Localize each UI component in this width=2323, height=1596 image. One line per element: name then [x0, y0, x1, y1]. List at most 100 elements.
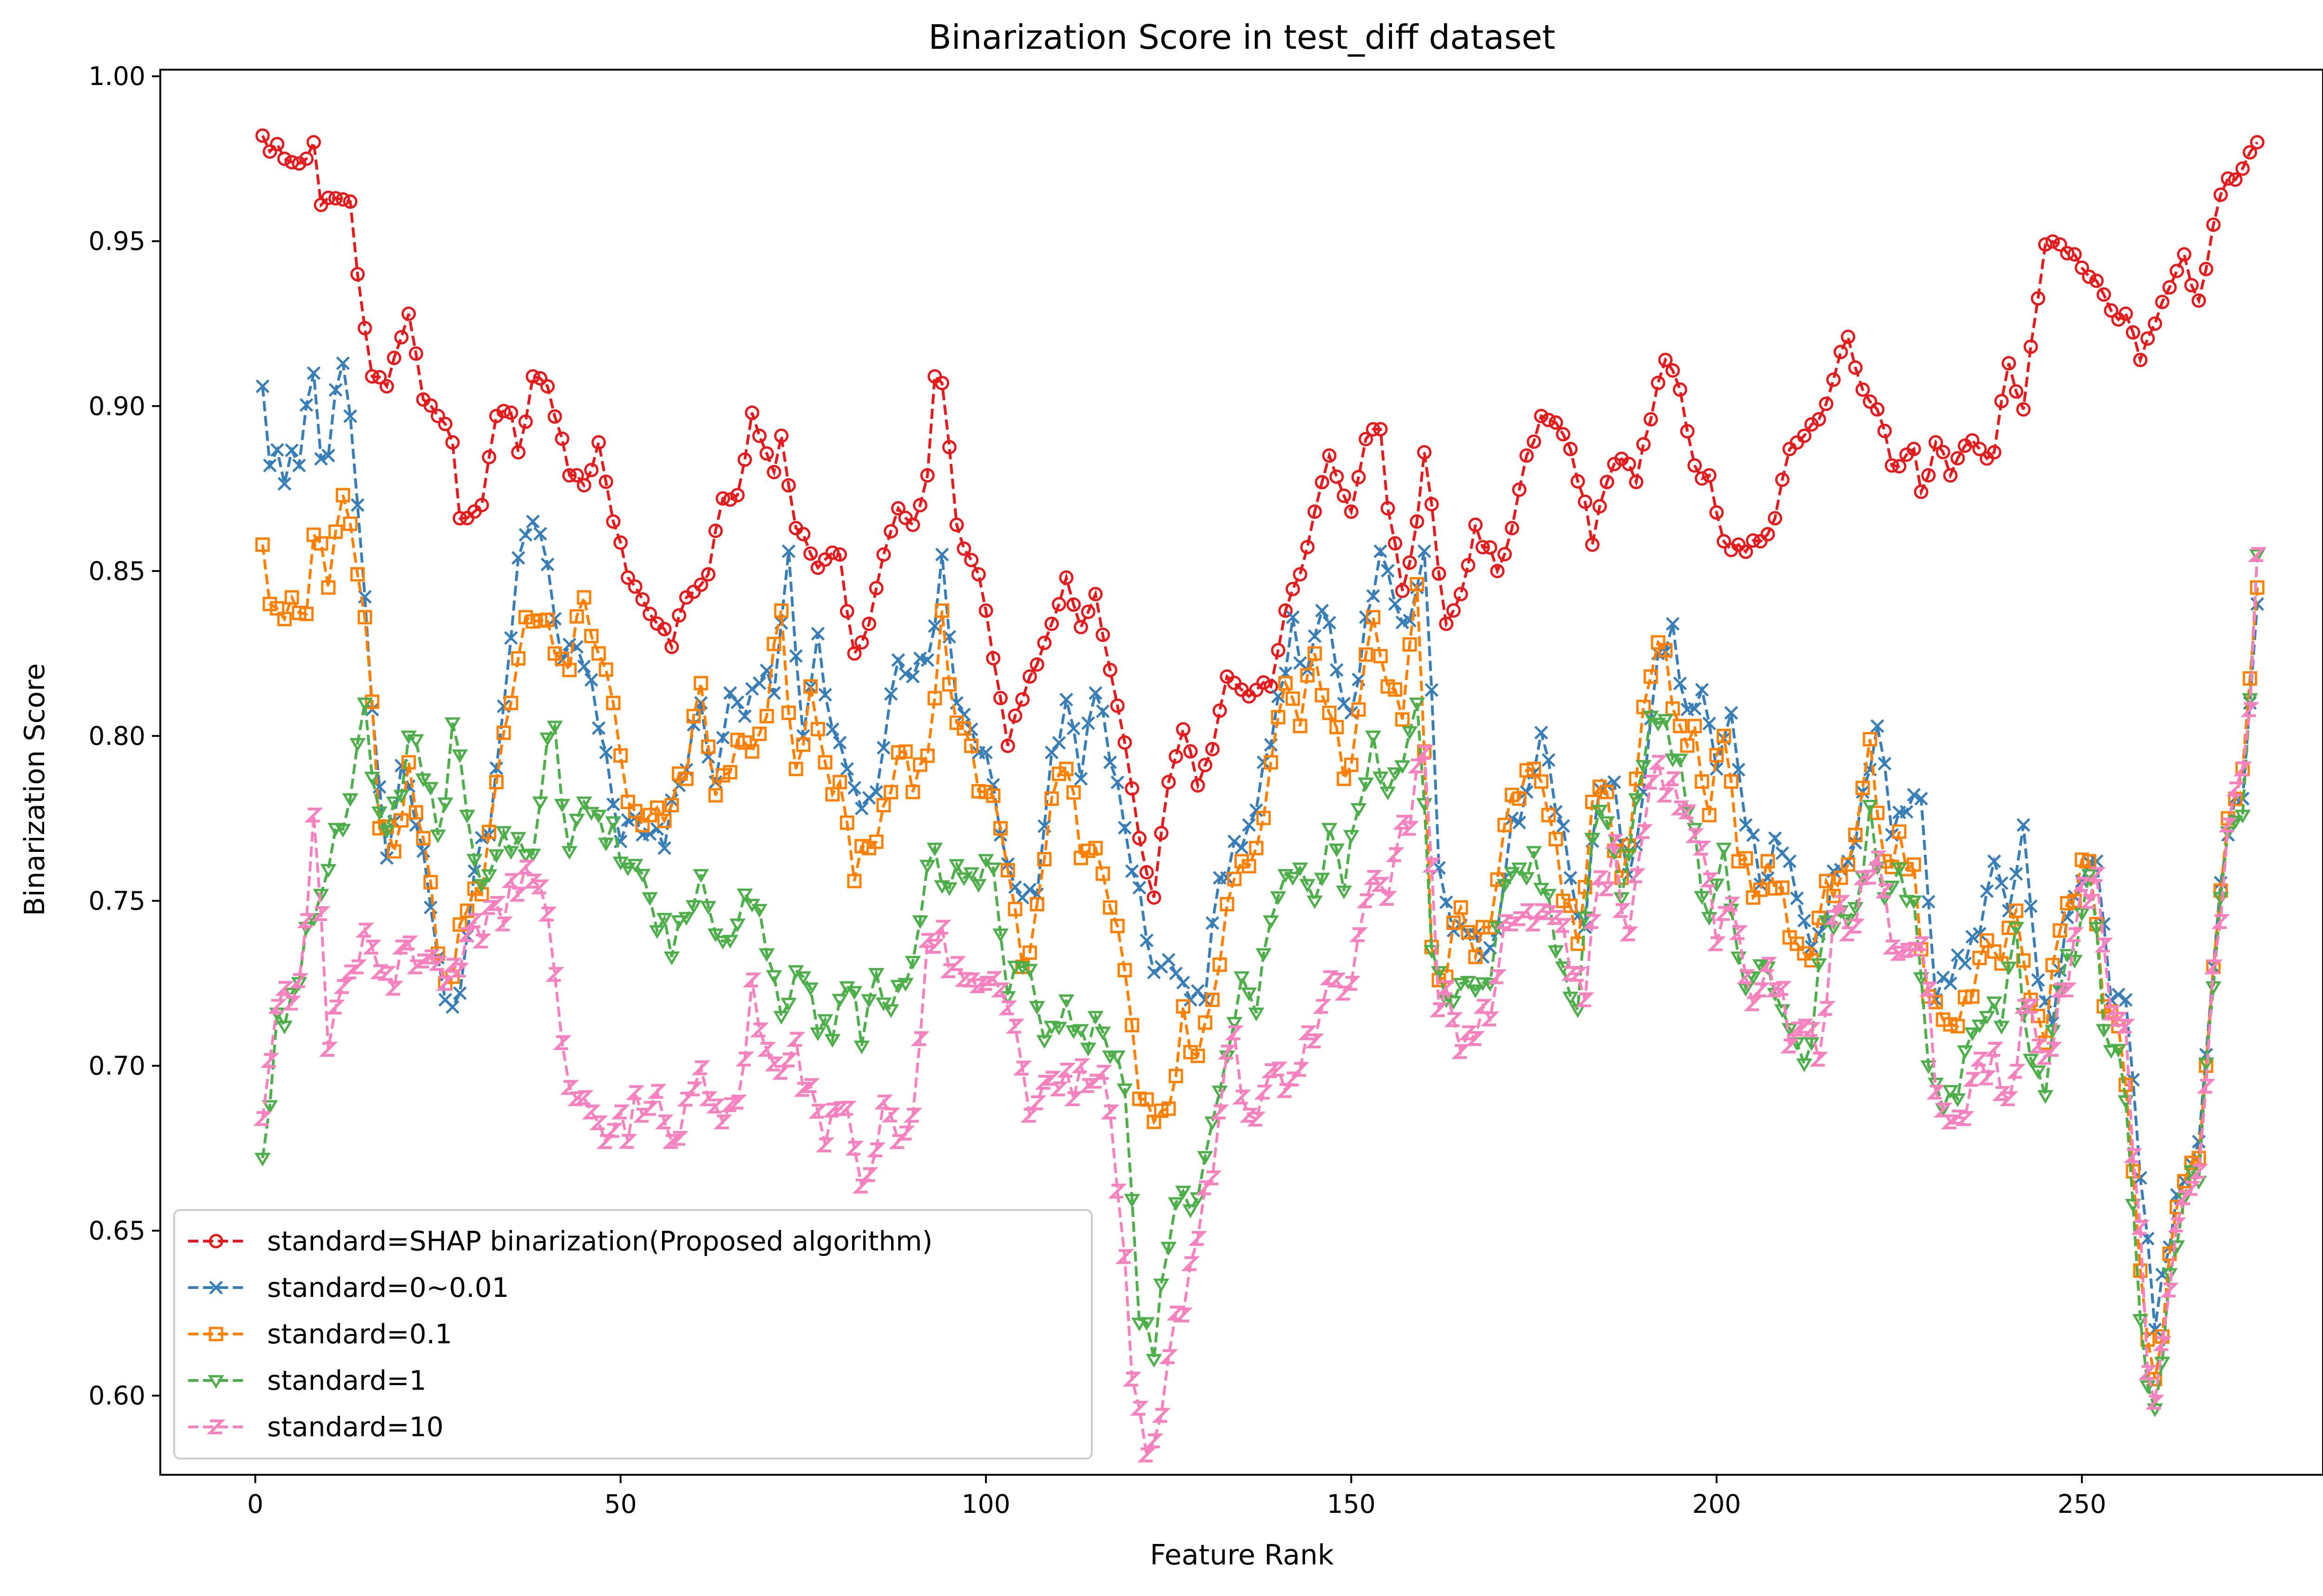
- series-3-point: [1344, 758, 1358, 772]
- series-4-point: [320, 864, 337, 878]
- series-5-point: [1203, 1170, 1222, 1185]
- series-5-point: [786, 1032, 806, 1047]
- series-3-point: [1395, 712, 1410, 727]
- series-5-point: [465, 913, 484, 929]
- series-5-point: [574, 1090, 594, 1105]
- series-2-point: [1198, 993, 1212, 1007]
- series-5-point: [501, 873, 521, 888]
- series-1-point: [445, 435, 460, 450]
- series-5-point: [1181, 1256, 1200, 1271]
- series-3-point: [2184, 1156, 2199, 1171]
- series-3-point: [1147, 1114, 1162, 1129]
- series-5-point: [684, 1081, 703, 1097]
- series-3-point: [1008, 902, 1023, 916]
- series-4-point: [1599, 816, 1615, 830]
- series-1-point: [2184, 278, 2199, 293]
- series-5-point: [1860, 870, 1880, 885]
- series-4-point: [1949, 1093, 1966, 1107]
- series-2-point: [1140, 933, 1154, 948]
- series-4-point: [1452, 978, 1469, 992]
- series-1-point: [387, 351, 401, 366]
- series-5-point: [1670, 800, 1690, 816]
- series-5-point: [998, 1000, 1017, 1015]
- series-2-point: [1249, 803, 1263, 818]
- series-3-point: [1475, 920, 1490, 935]
- series-5-point: [2036, 1050, 2055, 1065]
- series-3-point: [1044, 791, 1059, 806]
- series-1-point: [401, 306, 416, 321]
- series-5-point: [1239, 1108, 1259, 1123]
- series-4-point: [408, 734, 424, 748]
- series-4-point: [905, 955, 921, 970]
- series-1-point: [964, 553, 979, 568]
- series-4-point: [335, 824, 351, 838]
- series-5-point: [1809, 1052, 1829, 1067]
- series-3-point: [1154, 1103, 1169, 1118]
- series-5-point: [611, 1104, 630, 1119]
- series-1-point: [1117, 735, 1132, 750]
- series-5-point: [1050, 1081, 1069, 1097]
- series-5-point: [1875, 883, 1894, 898]
- series-5-point: [1962, 1072, 1982, 1087]
- series-1-point: [1139, 865, 1154, 880]
- series-1-point: [591, 435, 606, 450]
- series-1-point: [1344, 504, 1358, 519]
- series-3-point: [884, 785, 899, 799]
- series-3-point: [1241, 859, 1256, 874]
- series-3-point: [489, 775, 504, 790]
- series-3-point: [1453, 900, 1468, 915]
- series-1-point: [2038, 237, 2053, 252]
- series-2-point: [599, 746, 613, 759]
- series-1-point: [1051, 597, 1066, 612]
- series-1-point: [1563, 442, 1578, 457]
- series-3-point: [854, 839, 869, 854]
- series-5-point: [487, 896, 506, 911]
- series-2-point: [1322, 615, 1336, 630]
- series-5-point: [2146, 1394, 2165, 1410]
- series-5-point: [1312, 999, 1332, 1014]
- series-5-point: [991, 982, 1010, 998]
- series-3-point: [1980, 933, 1995, 948]
- series-1-point: [1461, 558, 1476, 573]
- series-1-point: [1936, 445, 1950, 459]
- series-3-point: [971, 784, 986, 799]
- series-4-point: [1482, 978, 1498, 992]
- series-5-point: [1115, 1249, 1135, 1264]
- series-1-point: [1110, 698, 1125, 713]
- series-2-point: [2111, 988, 2126, 1001]
- series-3-point: [1965, 989, 1980, 1004]
- series-5-point: [1590, 870, 1609, 885]
- series-3-point: [1066, 785, 1081, 800]
- series-1-point: [2243, 145, 2257, 160]
- series-1-point: [2016, 402, 2031, 417]
- series-4-point: [2015, 1007, 2032, 1022]
- series-1-point: [2155, 294, 2170, 309]
- series-1-point: [613, 535, 628, 550]
- series-5-point: [1992, 1086, 2011, 1101]
- series-1-point: [657, 621, 672, 636]
- series-5-point: [1254, 1085, 1273, 1100]
- series-1-point: [1694, 471, 1709, 486]
- series-4-point: [1029, 1001, 1045, 1015]
- series-3-point: [1629, 772, 1644, 786]
- series-1-point: [1870, 402, 1885, 417]
- series-1-point: [643, 607, 657, 621]
- series-4-point: [809, 1027, 826, 1041]
- series-1-point: [1731, 537, 1746, 552]
- series-5-point: [589, 1115, 608, 1131]
- series-1-point: [1987, 445, 2001, 460]
- series-5-point: [472, 933, 492, 948]
- series-4-point: [2008, 922, 2024, 936]
- series-1-point: [2250, 135, 2264, 150]
- series-4-point: [481, 869, 498, 883]
- series-5-point: [355, 922, 374, 938]
- legend-marker: [208, 1375, 224, 1389]
- series-4-point: [473, 879, 490, 893]
- series-3-point: [1205, 992, 1220, 1007]
- series-5-point: [1627, 868, 1646, 883]
- series-4-point: [1650, 718, 1667, 732]
- series-3-point: [1022, 945, 1037, 960]
- series-5-point: [1152, 1408, 1171, 1423]
- series-1-point: [1884, 458, 1899, 473]
- series-4-point: [2176, 1192, 2192, 1206]
